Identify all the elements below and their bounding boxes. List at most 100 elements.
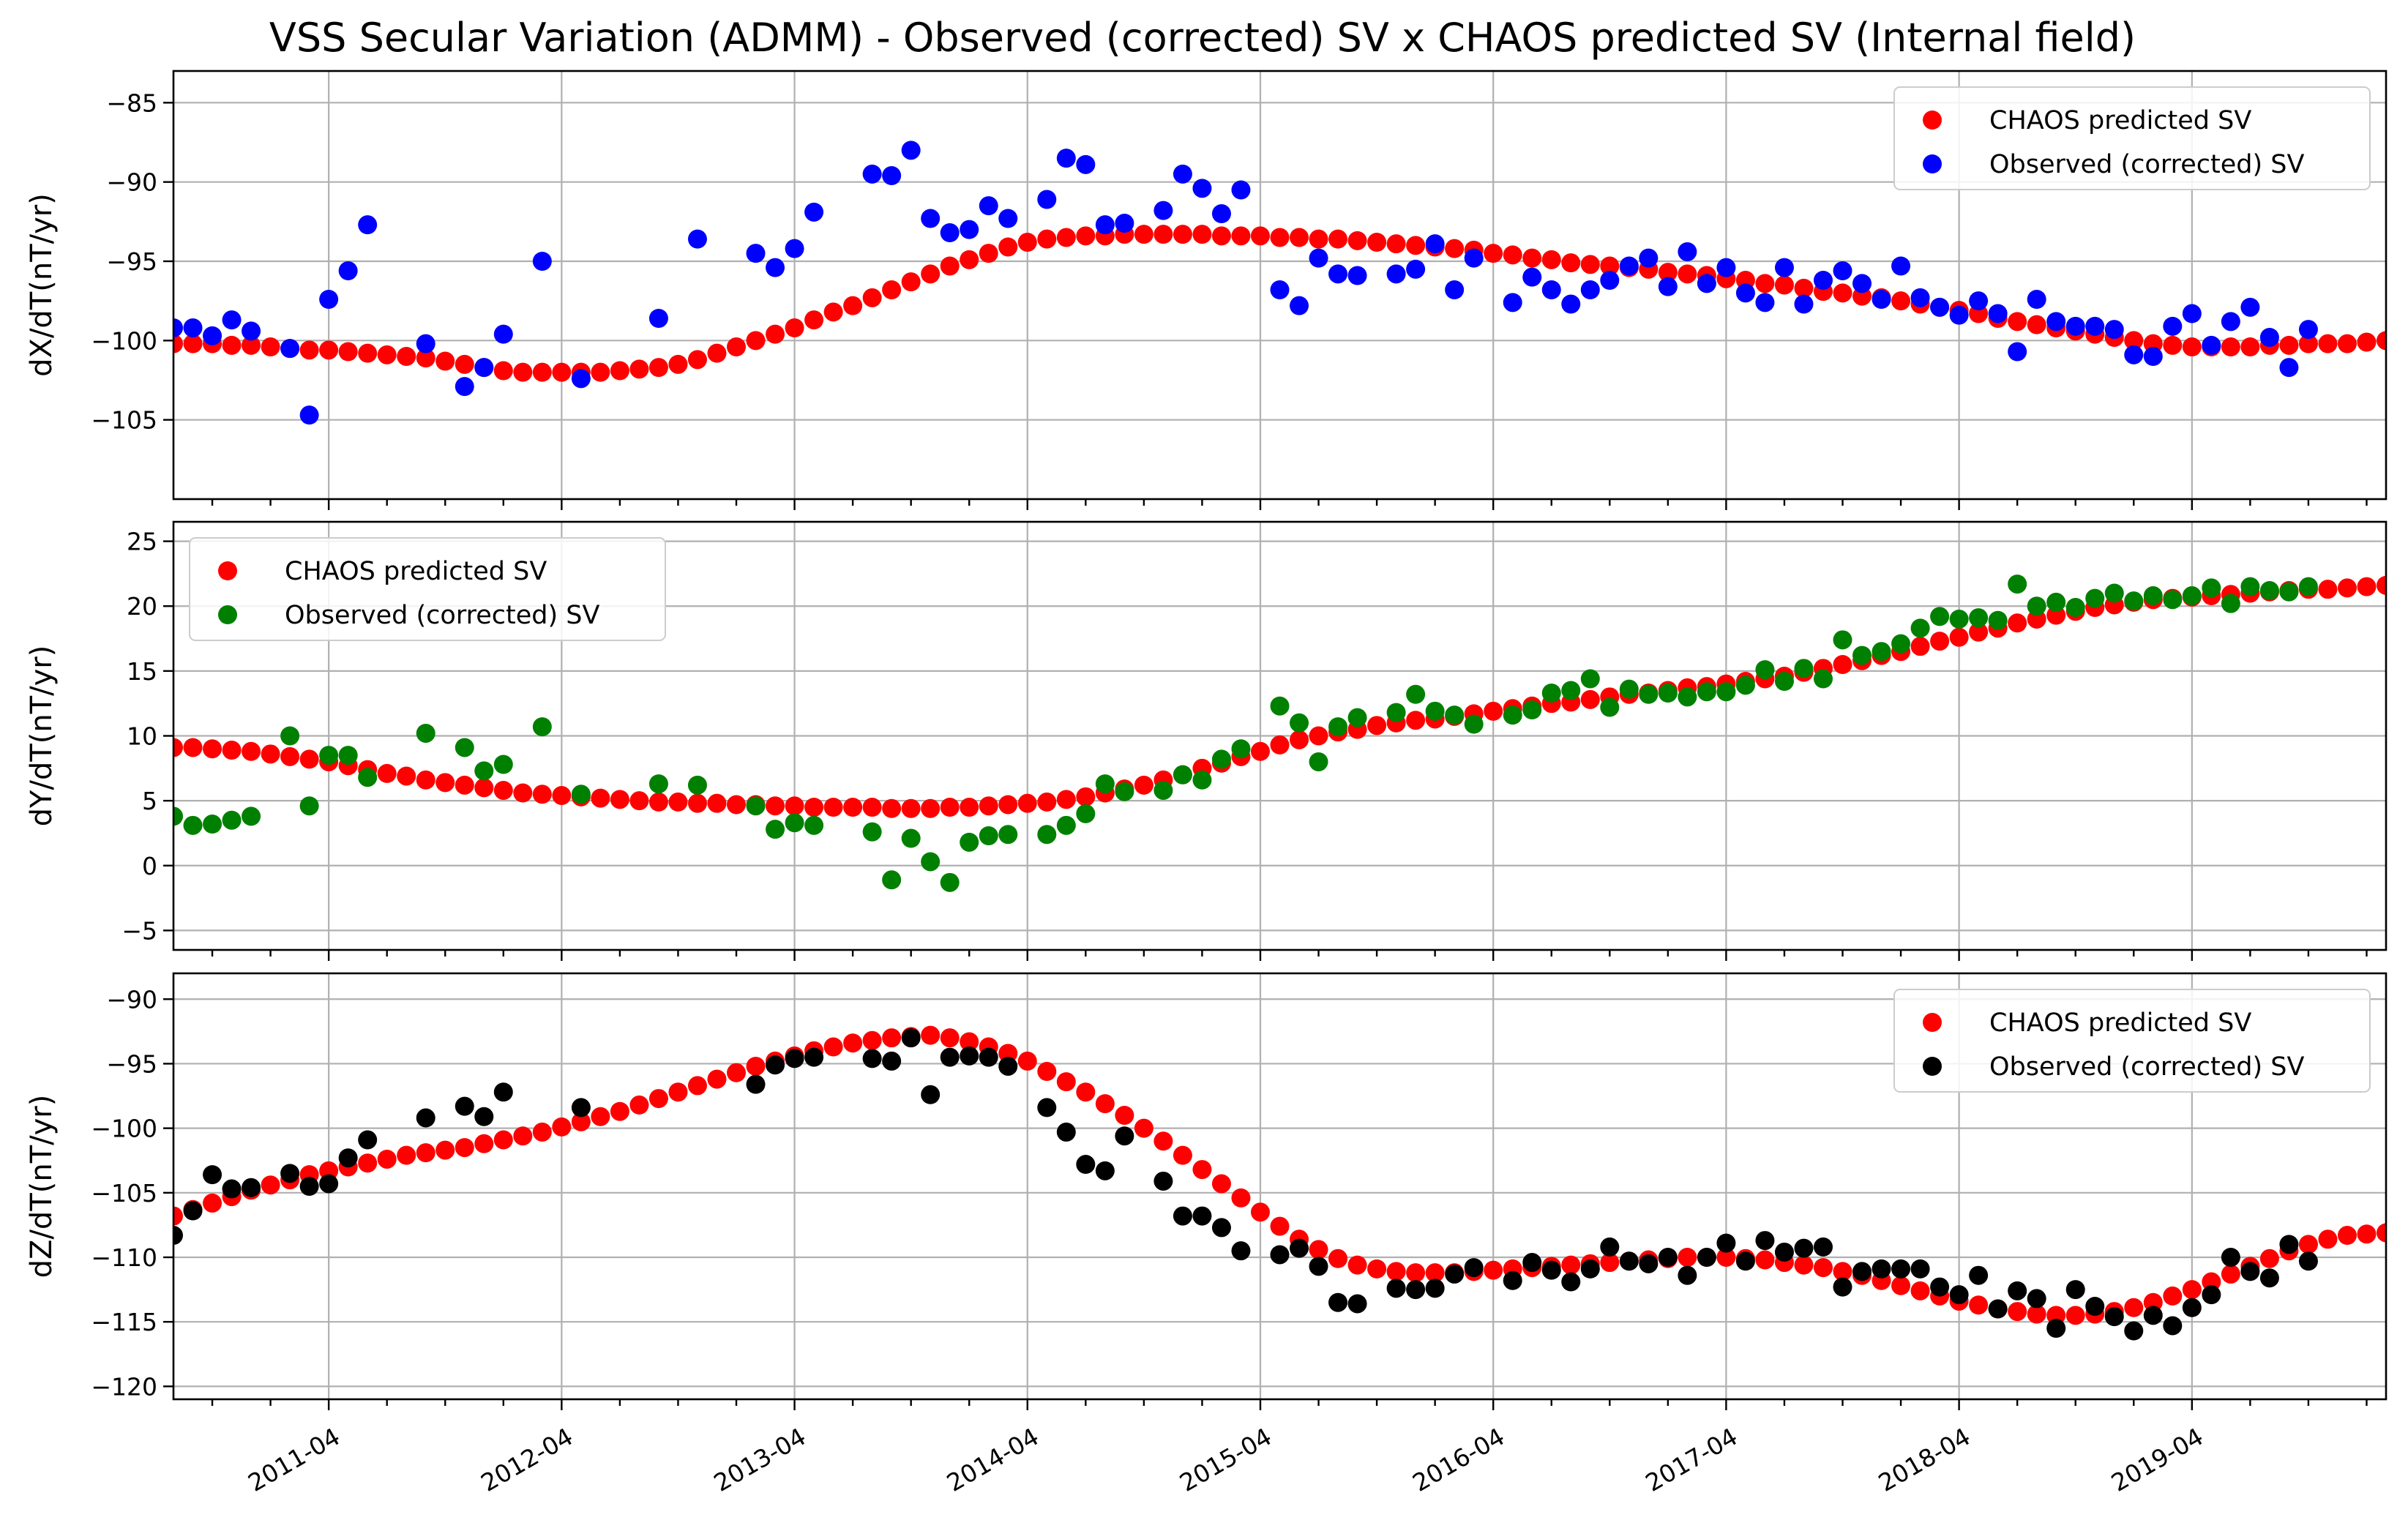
chaos-point: [455, 354, 474, 374]
chaos-point: [668, 354, 688, 374]
chaos-point: [242, 741, 261, 761]
chaos-point: [280, 746, 300, 766]
chaos-point: [1891, 291, 1911, 311]
chaos-point: [1017, 233, 1037, 252]
observed-point: [2202, 1285, 2221, 1305]
observed-point: [804, 202, 824, 222]
observed-point: [2163, 316, 2183, 336]
observed-point: [2008, 342, 2027, 362]
observed-point: [2104, 320, 2124, 340]
observed-point: [2298, 577, 2318, 596]
chaos-point: [921, 264, 941, 284]
observed-point: [2046, 312, 2066, 332]
legend-label: Observed (corrected) SV: [1989, 150, 2304, 179]
chaos-point: [2124, 1298, 2144, 1317]
observed-point: [1192, 1206, 1212, 1226]
chaos-point: [552, 786, 572, 806]
observed-point: [1910, 288, 1930, 307]
observed-point: [1678, 1265, 1697, 1285]
chaos-point: [1484, 244, 1503, 263]
x-tick-label: 2019-04: [2106, 1422, 2208, 1497]
chaos-point: [493, 780, 513, 800]
chaos-point: [1406, 1263, 1426, 1283]
observed-point: [2124, 591, 2144, 611]
chaos-point: [1211, 226, 1231, 246]
chaos-point: [2163, 1286, 2183, 1306]
y-tick-label: 25: [127, 528, 157, 556]
chaos-point: [591, 362, 610, 382]
observed-point: [1211, 204, 1231, 223]
observed-point: [998, 209, 1018, 228]
observed-point: [648, 774, 668, 794]
observed-point: [1095, 774, 1115, 794]
chaos-point: [261, 744, 280, 764]
observed-point: [1192, 179, 1212, 198]
observed-point: [1678, 687, 1697, 707]
chaos-point: [552, 362, 572, 382]
observed-point: [1270, 696, 1290, 716]
observed-point: [1639, 1254, 1659, 1273]
observed-point: [338, 746, 358, 766]
observed-point: [1328, 1292, 1348, 1312]
chaos-point: [727, 795, 747, 815]
chaos-point: [1153, 225, 1173, 244]
observed-point: [1425, 234, 1445, 254]
observed-point: [2279, 358, 2299, 378]
chaos-point: [785, 318, 804, 337]
observed-point: [1910, 618, 1930, 638]
y-axis-label: dY/dT(nT/yr): [25, 645, 59, 827]
chaos-point: [2377, 1223, 2386, 1243]
legend-marker: [1923, 1013, 1942, 1032]
observed-point: [1988, 304, 2008, 323]
chaos-point: [1250, 741, 1270, 761]
observed-point: [2240, 297, 2260, 317]
y-tick-label: −120: [91, 1372, 157, 1401]
chaos-point: [648, 792, 668, 812]
legend-box: [1893, 989, 2371, 1093]
chaos-point: [707, 1069, 727, 1089]
chaos-point: [687, 1076, 707, 1096]
chaos-point: [1250, 1202, 1270, 1222]
observed-point: [1173, 765, 1192, 785]
observed-point: [299, 1177, 319, 1196]
chaos-point: [397, 766, 416, 786]
observed-point: [1813, 1237, 1833, 1257]
observed-point: [1872, 290, 1891, 309]
observed-point: [1095, 1161, 1115, 1180]
observed-point: [455, 1096, 474, 1116]
data-layer: [173, 141, 2386, 425]
plot-frame: [172, 520, 2388, 951]
chaos-point: [435, 351, 455, 371]
observed-point: [1347, 1294, 1367, 1314]
chaos-point: [804, 310, 824, 330]
chaos-point: [629, 359, 649, 379]
observed-point: [474, 1107, 494, 1126]
observed-point: [1076, 804, 1096, 823]
chaos-point: [2318, 334, 2338, 353]
observed-point: [1425, 1279, 1445, 1298]
y-tick-label: −95: [106, 247, 157, 276]
x-tick-label: 2013-04: [709, 1422, 811, 1497]
chaos-point: [493, 1130, 513, 1150]
chaos-point: [1755, 274, 1775, 293]
observed-point: [1076, 1155, 1096, 1175]
chaos-point: [687, 793, 707, 813]
observed-point: [2027, 1289, 2046, 1309]
observed-point: [2182, 304, 2202, 323]
chaos-point: [1037, 1062, 1057, 1082]
chaos-point: [862, 798, 882, 817]
chaos-point: [1522, 248, 1542, 268]
observed-point: [862, 164, 882, 184]
observed-point: [1347, 266, 1367, 285]
observed-point: [901, 1028, 921, 1048]
observed-point: [940, 872, 960, 892]
observed-point: [1231, 1241, 1251, 1261]
x-tick-label: 2014-04: [942, 1422, 1044, 1497]
chaos-point: [1347, 1255, 1367, 1275]
chaos-point: [2377, 331, 2386, 351]
chaos-point: [377, 345, 397, 364]
chaos-point: [1076, 226, 1096, 246]
chaos-point: [1134, 225, 1153, 244]
legend-marker: [218, 561, 237, 580]
chaos-point: [435, 773, 455, 793]
